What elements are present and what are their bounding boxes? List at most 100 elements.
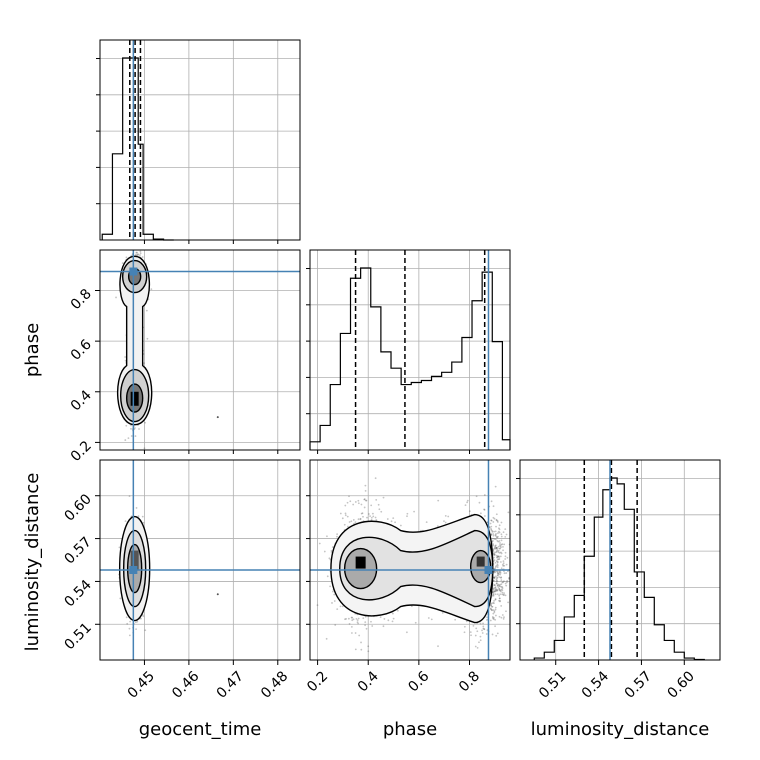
scatter-point [492,543,495,546]
scatter-point [375,519,378,521]
scatter-point [354,521,357,524]
scatter-point [479,622,482,625]
scatter-point [496,556,499,559]
scatter-point [496,589,499,592]
scatter-point [492,593,495,595]
scatter-point [500,552,503,555]
scatter-point [490,529,493,531]
scatter-point [498,531,501,534]
scatter-point [502,594,505,596]
scatter-point [498,599,500,602]
scatter-point [351,619,354,622]
scatter-point [336,608,339,611]
scatter-point [326,575,329,578]
scatter-point [362,515,364,518]
scatter-point [494,608,497,611]
panel-distance-geocent-time-density-peak [130,550,139,571]
scatter-point [496,572,499,574]
scatter-point [497,573,500,576]
scatter-point [347,525,349,528]
scatter-point [494,598,497,600]
scatter-point [502,564,505,567]
scatter-point [138,428,140,430]
scatter-point [328,557,331,560]
scatter-point [363,506,366,509]
scatter-point [363,498,366,501]
scatter-point [394,521,396,524]
scatter-point [339,605,342,608]
scatter-point [498,584,501,587]
scatter-point [503,580,505,583]
scatter-point [499,589,501,592]
scatter-point [502,546,504,548]
scatter-point [494,598,497,601]
scatter-point [464,504,467,507]
scatter-point [490,608,493,611]
scatter-point [492,602,494,604]
scatter-point [495,556,498,559]
scatter-point [367,650,370,653]
scatter-point [364,489,367,492]
scatter-point [370,504,373,507]
scatter-point [496,576,499,579]
scatter-point [129,620,132,623]
scatter-point [495,564,498,567]
scatter-point [499,590,502,593]
scatter-point [406,512,409,515]
scatter-point [356,621,359,624]
scatter-point [136,620,139,623]
scatter-point [492,521,495,523]
scatter-point [494,566,497,568]
scatter-point [374,477,377,480]
scatter-point [496,560,499,563]
scatter-point [498,597,501,600]
scatter-point [470,634,472,637]
scatter-point [496,536,499,539]
scatter-point [497,558,500,561]
scatter-point [501,614,504,616]
scatter-point [140,617,142,620]
scatter-point [364,621,367,624]
scatter-point [359,518,362,521]
scatter-point [493,602,495,605]
scatter-point [496,571,499,573]
scatter-point [354,632,357,634]
scatter-point [497,540,500,543]
scatter-point [502,549,504,552]
scatter-point [501,587,504,590]
scatter-point [500,546,502,549]
scatter-point [492,618,495,621]
scatter-point [494,546,497,549]
scatter-point [493,584,496,586]
scatter-point [491,529,494,532]
scatter-point [503,570,505,573]
scatter-point [495,589,498,592]
scatter-point [478,501,481,504]
scatter-point [492,550,495,553]
scatter-point [382,496,385,499]
scatter-point [498,540,501,542]
scatter-point [505,533,508,536]
scatter-point [370,519,373,521]
scatter-point [348,495,350,498]
scatter-point [495,547,498,549]
scatter-point [392,617,395,620]
scatter-point [500,533,503,536]
scatter-point [483,508,486,511]
scatter-point [493,617,495,619]
scatter-point [377,503,380,506]
scatter-point [493,530,495,533]
scatter-point [135,507,138,509]
scatter-point [494,590,497,592]
scatter-point [128,495,131,498]
scatter-point [495,554,498,557]
scatter-point [479,639,482,642]
scatter-point [410,605,413,608]
scatter-point [500,605,503,607]
scatter-point [134,253,137,256]
scatter-point [492,612,495,615]
scatter-point [350,625,353,628]
scatter-point [500,543,503,546]
scatter-point [483,628,485,630]
